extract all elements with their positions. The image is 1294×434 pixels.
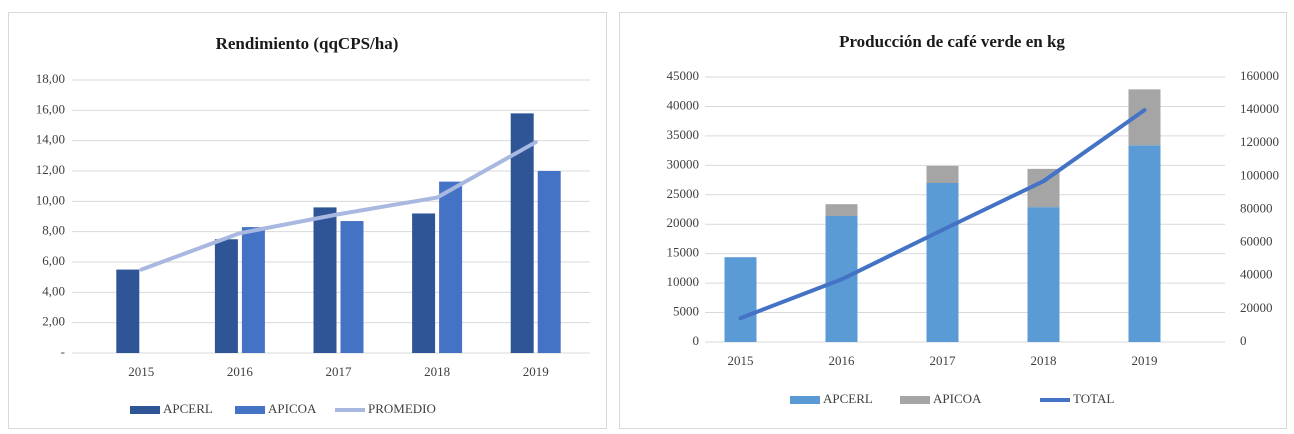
y2-tick-label: 80000 (1240, 200, 1273, 215)
y2-tick-label: 140000 (1240, 101, 1279, 116)
chart-title: Producción de café verde en kg (839, 32, 1065, 51)
x-tick-label: 2019 (1132, 353, 1158, 368)
bar (1027, 207, 1060, 342)
x-tick-label: 2018 (424, 364, 450, 379)
line-series (738, 108, 1147, 321)
y-tick-label: 2,00 (42, 314, 65, 329)
y-tick-label: 45000 (667, 68, 700, 83)
legend-label: PROMEDIO (368, 401, 436, 416)
y-tick-label: 8,00 (42, 223, 65, 238)
bar (241, 227, 265, 353)
x-tick-label: 2019 (523, 364, 549, 379)
y-tick-label: - (61, 344, 65, 359)
line-series (139, 140, 538, 272)
y-tick-label: 4,00 (42, 283, 65, 298)
y-tick-label: 10000 (667, 274, 700, 289)
bar (439, 181, 463, 353)
legend-swatch (130, 406, 160, 414)
y-tick-label: 12,00 (36, 162, 65, 177)
legend-label: APCERL (823, 391, 873, 406)
y-tick-label: 40000 (667, 97, 700, 112)
y-tick-label: 0 (693, 333, 700, 348)
chart-title: Rendimiento (qqCPS/ha) (216, 34, 399, 53)
bar (214, 239, 238, 353)
legend-label: APICOA (933, 391, 982, 406)
bar (340, 221, 364, 353)
y-tick-label: 15000 (667, 245, 700, 260)
bar (926, 165, 959, 183)
x-tick-label: 2017 (930, 353, 957, 368)
x-tick-label: 2015 (128, 364, 154, 379)
bar (1128, 145, 1161, 342)
x-tick-label: 2017 (326, 364, 353, 379)
y-tick-label: 30000 (667, 156, 700, 171)
y-tick-label: 35000 (667, 127, 700, 142)
legend-swatch (900, 396, 930, 404)
legend-swatch (790, 396, 820, 404)
y2-tick-label: 160000 (1240, 68, 1279, 83)
y-tick-label: 6,00 (42, 253, 65, 268)
y-tick-label: 16,00 (36, 101, 65, 116)
bar (412, 213, 436, 353)
x-tick-label: 2015 (728, 353, 754, 368)
bar (116, 269, 140, 353)
legend-label: APCERL (163, 401, 213, 416)
bar (510, 113, 534, 353)
legend-swatch (235, 406, 265, 414)
y2-tick-label: 60000 (1240, 234, 1273, 249)
legend-label: APICOA (268, 401, 317, 416)
y2-tick-label: 40000 (1240, 267, 1273, 282)
y2-tick-label: 120000 (1240, 134, 1279, 149)
y2-tick-label: 20000 (1240, 300, 1273, 315)
bar (724, 257, 757, 342)
x-tick-label: 2016 (829, 353, 856, 368)
y-tick-label: 25000 (667, 186, 700, 201)
y-tick-label: 20000 (667, 215, 700, 230)
y-tick-label: 10,00 (36, 192, 65, 207)
y2-tick-label: 100000 (1240, 167, 1279, 182)
y-tick-label: 18,00 (36, 71, 65, 86)
legend-label: TOTAL (1073, 391, 1114, 406)
bar (825, 204, 858, 216)
bar (926, 183, 959, 342)
bar (537, 171, 561, 353)
y2-tick-label: 0 (1240, 333, 1247, 348)
x-tick-label: 2016 (227, 364, 254, 379)
x-tick-label: 2018 (1031, 353, 1057, 368)
y-tick-label: 14,00 (36, 132, 65, 147)
y-tick-label: 5000 (673, 304, 699, 319)
bar (313, 207, 337, 353)
